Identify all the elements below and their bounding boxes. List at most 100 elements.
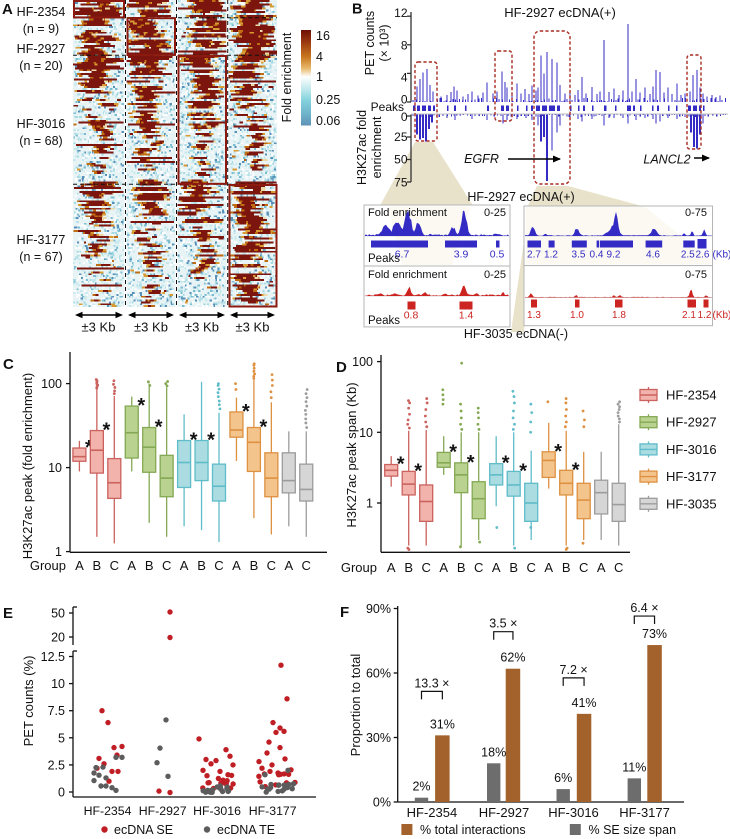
svg-text:(n = 9): (n = 9) bbox=[23, 22, 59, 36]
svg-text:3.9: 3.9 bbox=[454, 249, 469, 261]
svg-text:±3 Kb: ±3 Kb bbox=[185, 320, 219, 335]
svg-text:HF-3035: HF-3035 bbox=[666, 496, 717, 511]
svg-text:B: B bbox=[352, 2, 362, 18]
svg-text:*: * bbox=[260, 417, 268, 439]
svg-text:A: A bbox=[75, 558, 84, 573]
svg-text:HF-2354: HF-2354 bbox=[84, 804, 132, 818]
svg-text:0-25: 0-25 bbox=[484, 269, 506, 281]
svg-text:0: 0 bbox=[401, 110, 408, 124]
svg-text:HF-2927: HF-2927 bbox=[139, 804, 187, 818]
svg-text:B: B bbox=[145, 558, 154, 573]
svg-text:C: C bbox=[614, 560, 623, 575]
svg-text:HF-3035 ecDNA(-): HF-3035 ecDNA(-) bbox=[464, 327, 568, 341]
svg-text:C: C bbox=[214, 558, 223, 573]
svg-text:*: * bbox=[242, 401, 250, 423]
svg-text:HF-2927: HF-2927 bbox=[666, 415, 717, 430]
svg-text:30%: 30% bbox=[366, 731, 391, 745]
svg-text:*: * bbox=[102, 420, 110, 442]
svg-text:Fold enrichment: Fold enrichment bbox=[280, 32, 294, 122]
svg-text:HF-2354: HF-2354 bbox=[407, 805, 458, 820]
svg-text:C: C bbox=[267, 558, 276, 573]
svg-text:13.3 ×: 13.3 × bbox=[414, 676, 449, 690]
svg-text:10: 10 bbox=[51, 677, 65, 691]
svg-text:10: 10 bbox=[359, 426, 373, 440]
svg-text:B: B bbox=[457, 560, 466, 575]
svg-text:HF-2927 ecDNA(+): HF-2927 ecDNA(+) bbox=[467, 190, 574, 204]
svg-text:B: B bbox=[509, 560, 518, 575]
svg-text:HF-2354: HF-2354 bbox=[666, 388, 717, 403]
svg-text:2.6: 2.6 bbox=[696, 250, 710, 261]
svg-text:HF-2927: HF-2927 bbox=[479, 805, 530, 820]
svg-text:B: B bbox=[93, 558, 102, 573]
svg-text:HF-3177: HF-3177 bbox=[17, 233, 66, 247]
svg-text:C: C bbox=[110, 558, 119, 573]
svg-text:H3K27ac peak (fold enrichment): H3K27ac peak (fold enrichment) bbox=[20, 373, 35, 559]
svg-text:3.5: 3.5 bbox=[572, 250, 586, 261]
svg-text:1.0: 1.0 bbox=[570, 310, 584, 321]
svg-text:*: * bbox=[502, 453, 510, 475]
svg-text:A: A bbox=[544, 560, 553, 575]
svg-text:C: C bbox=[527, 560, 536, 575]
svg-text:PET counts (%): PET counts (%) bbox=[21, 656, 36, 747]
svg-text:1.4: 1.4 bbox=[459, 310, 474, 322]
svg-text:HF-2354: HF-2354 bbox=[17, 5, 66, 19]
svg-text:6%: 6% bbox=[554, 771, 572, 785]
svg-text:2.5: 2.5 bbox=[48, 758, 65, 772]
svg-text:Group: Group bbox=[30, 558, 66, 573]
svg-text:C: C bbox=[3, 356, 14, 373]
svg-text:A: A bbox=[127, 558, 136, 573]
svg-text:C: C bbox=[474, 560, 483, 575]
svg-text:*: * bbox=[572, 459, 580, 481]
svg-text:Fold enrichment: Fold enrichment bbox=[368, 269, 447, 281]
svg-text:100: 100 bbox=[41, 377, 62, 391]
svg-text:% total interactions: % total interactions bbox=[420, 823, 526, 837]
svg-text:ecDNA TE: ecDNA TE bbox=[217, 823, 275, 837]
svg-text:Peaks: Peaks bbox=[368, 315, 400, 327]
svg-text:B: B bbox=[250, 558, 259, 573]
svg-text:Peaks: Peaks bbox=[371, 100, 404, 114]
svg-text:100: 100 bbox=[352, 355, 373, 369]
svg-text:3.5 ×: 3.5 × bbox=[489, 617, 517, 631]
svg-text:7.2 ×: 7.2 × bbox=[560, 663, 588, 677]
svg-text:C: C bbox=[302, 558, 311, 573]
svg-text:*: * bbox=[554, 441, 562, 463]
svg-text:HF-3177: HF-3177 bbox=[249, 804, 297, 818]
svg-text:10: 10 bbox=[48, 461, 62, 475]
svg-text:0.8: 0.8 bbox=[404, 310, 419, 322]
svg-text:73%: 73% bbox=[642, 627, 667, 641]
svg-text:0-75: 0-75 bbox=[685, 269, 707, 281]
svg-text:41%: 41% bbox=[572, 696, 597, 710]
svg-text:8: 8 bbox=[401, 39, 408, 53]
svg-text:1.3: 1.3 bbox=[527, 310, 541, 321]
svg-text:0.06: 0.06 bbox=[316, 114, 340, 128]
svg-text:1.2: 1.2 bbox=[544, 250, 558, 261]
svg-text:Peaks: Peaks bbox=[368, 253, 400, 265]
svg-text:1: 1 bbox=[55, 545, 62, 559]
svg-text:*: * bbox=[207, 430, 215, 452]
svg-text:25: 25 bbox=[394, 130, 408, 144]
svg-text:A: A bbox=[232, 558, 241, 573]
svg-text:2.5: 2.5 bbox=[681, 250, 695, 261]
svg-text:0.25: 0.25 bbox=[316, 93, 340, 107]
svg-text:(× 10³): (× 10³) bbox=[378, 24, 392, 61]
svg-text:90%: 90% bbox=[366, 602, 391, 616]
svg-text:9.2: 9.2 bbox=[607, 250, 621, 261]
svg-text:HF-3016: HF-3016 bbox=[17, 117, 66, 131]
svg-text:0-25: 0-25 bbox=[484, 207, 506, 219]
svg-text:62%: 62% bbox=[500, 651, 525, 665]
svg-text:enrichment: enrichment bbox=[370, 116, 384, 178]
svg-text:% SE size span: % SE size span bbox=[589, 823, 677, 837]
svg-text:0.4: 0.4 bbox=[590, 250, 604, 261]
svg-text:5: 5 bbox=[58, 731, 65, 745]
svg-text:50: 50 bbox=[394, 153, 408, 167]
svg-text:*: * bbox=[85, 437, 93, 459]
svg-text:B: B bbox=[197, 558, 206, 573]
svg-text:60%: 60% bbox=[366, 667, 391, 681]
svg-text:*: * bbox=[190, 430, 198, 452]
svg-text:4.6: 4.6 bbox=[646, 250, 660, 261]
svg-text:A: A bbox=[2, 1, 13, 18]
svg-text:EGFR: EGFR bbox=[464, 152, 499, 166]
svg-text:Group: Group bbox=[341, 560, 377, 575]
svg-text:*: * bbox=[397, 454, 405, 476]
svg-text:7.5: 7.5 bbox=[48, 704, 65, 718]
